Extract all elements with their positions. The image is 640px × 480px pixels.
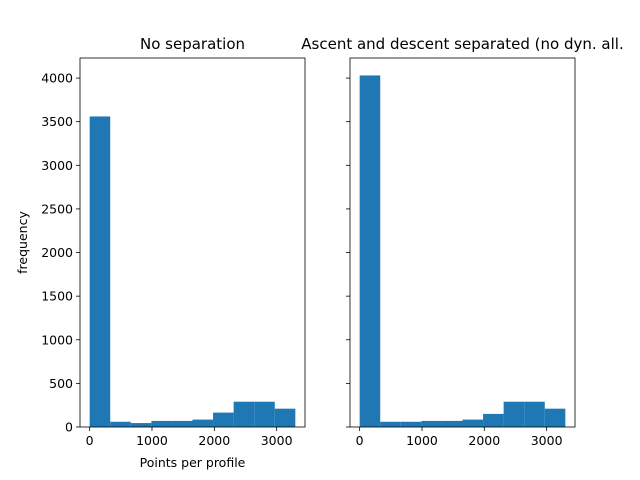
chart-title: No separation: [140, 35, 245, 53]
histogram-bar: [192, 419, 214, 427]
x-tick-label: 3000: [261, 433, 293, 448]
histogram-panel-separated: 0 1000 2000 3000 Ascent and descent separate…: [301, 35, 623, 448]
x-tick-label: 2000: [468, 433, 500, 448]
histogram-bar: [233, 401, 255, 427]
chart-title: Ascent and descent separated (no dyn. al…: [301, 35, 623, 53]
y-tick-label: 4000: [41, 71, 73, 86]
histogram-bar: [462, 419, 484, 427]
histogram-bar: [110, 421, 131, 427]
x-tick-label: 1000: [406, 433, 438, 448]
histogram-bar: [524, 401, 545, 427]
histogram-bar: [441, 420, 463, 427]
y-tick-label: 2000: [41, 245, 73, 260]
y-tick-label: 3000: [41, 158, 73, 173]
axes-frame: [349, 57, 576, 428]
histogram-bar: [421, 420, 442, 427]
histogram-bar: [544, 408, 566, 427]
y-tick-label: 1500: [41, 289, 73, 304]
histogram-bar: [483, 413, 504, 427]
histogram-bar: [130, 423, 152, 427]
y-tick-label: 2500: [41, 201, 73, 216]
x-tick-label: 0: [356, 433, 364, 448]
histogram-bar: [380, 421, 401, 427]
y-axis-label: frequency: [15, 211, 30, 274]
y-tick-label: 1000: [41, 332, 73, 347]
x-tick-label: 0: [86, 433, 94, 448]
histogram-bar: [151, 420, 172, 427]
x-tick-label: 1000: [136, 433, 168, 448]
histogram-panel-no-separation: 0 1000 2000 3000 0 500 1000 1500 2000 2500 3000 350…: [15, 35, 306, 470]
x-tick-label: 3000: [531, 433, 563, 448]
histogram-bar: [254, 401, 275, 427]
y-tick-label: 0: [65, 420, 73, 435]
histogram-bar: [89, 116, 111, 427]
histogram-bar: [400, 421, 422, 427]
histogram-bar: [274, 408, 296, 427]
histogram-bar: [171, 420, 193, 427]
histogram-bar: [503, 401, 525, 427]
histogram-bar: [359, 75, 381, 427]
y-tick-label: 500: [49, 376, 73, 391]
histogram-bar: [213, 412, 234, 427]
y-tick-label: 3500: [41, 114, 73, 129]
x-axis-label: Points per profile: [140, 455, 246, 470]
axes-frame: [79, 57, 306, 428]
x-tick-label: 2000: [198, 433, 230, 448]
